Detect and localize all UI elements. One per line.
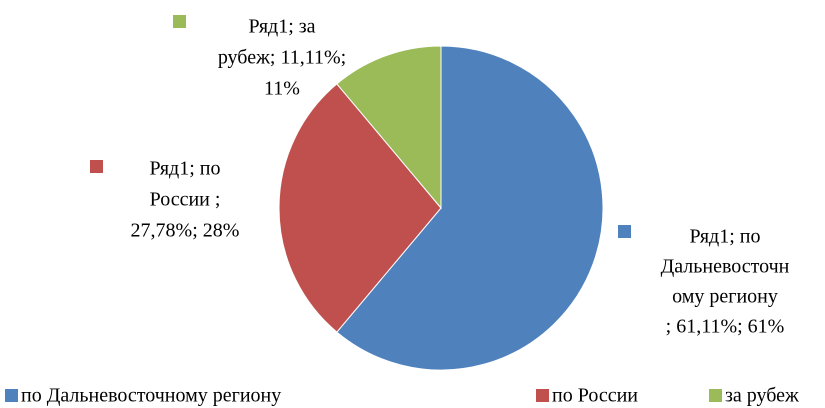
data-label: 27,78%; 28%	[131, 220, 240, 242]
data-label: 11%	[264, 78, 300, 100]
legend-key	[536, 389, 549, 402]
data-label: России ;	[150, 189, 221, 211]
legend-label: по России	[552, 385, 638, 407]
legend-label: за рубеж	[725, 385, 799, 407]
legend-label: по Дальневосточному региону	[21, 385, 281, 407]
data-label: Ряд1; по	[150, 158, 221, 180]
data-label: Ряд1; по	[690, 226, 761, 248]
label-key	[618, 225, 631, 238]
data-label: Дальневосточн	[661, 256, 790, 278]
label-key	[173, 15, 186, 28]
pie-slice	[336, 45, 604, 371]
pie-slice	[278, 83, 442, 333]
legend-key	[709, 389, 722, 402]
label-key	[90, 160, 103, 173]
data-label: ому региону	[672, 286, 778, 308]
legend-key	[5, 389, 18, 402]
data-label: Ряд1; за	[248, 16, 315, 38]
data-label: ; 61,11%; 61%	[666, 316, 785, 338]
data-label: рубеж; 11,11%;	[218, 47, 346, 69]
pie-slice	[336, 45, 442, 210]
